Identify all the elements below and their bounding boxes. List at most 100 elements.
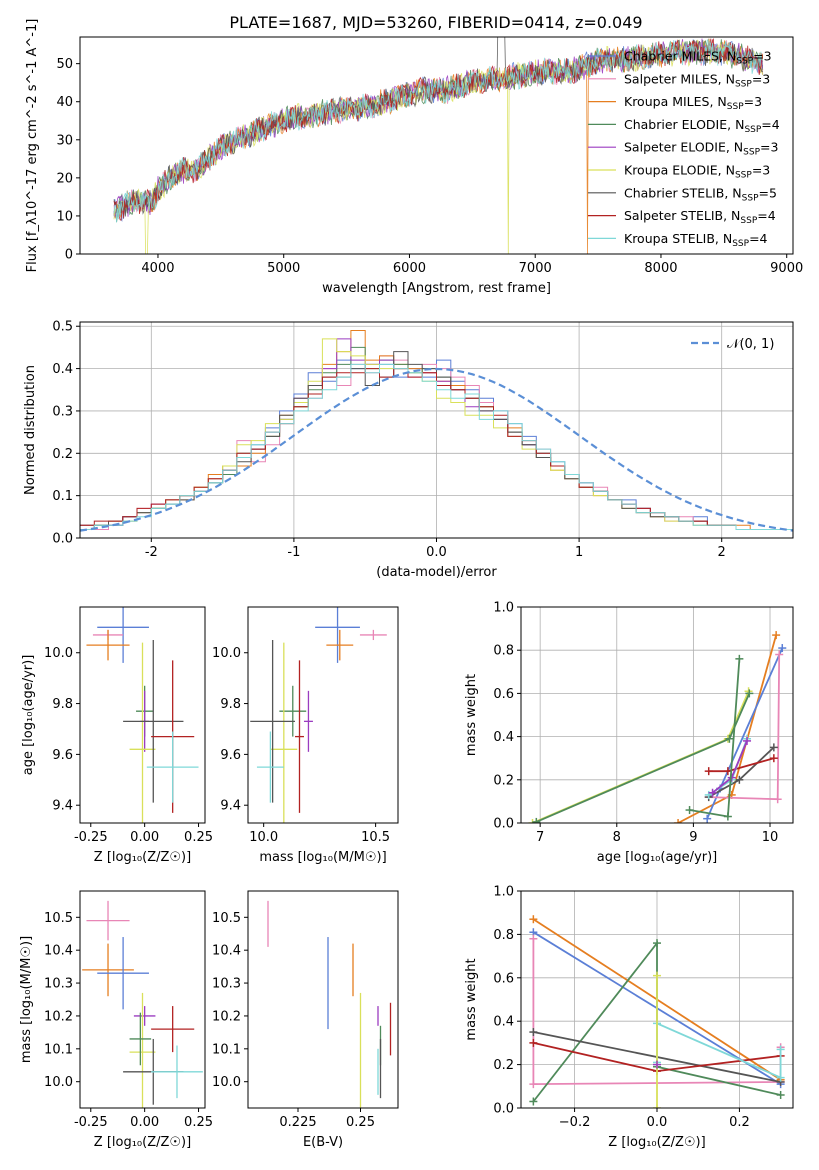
y-tick-label: 10 bbox=[56, 209, 73, 224]
axes-frame bbox=[247, 890, 399, 1109]
x-axis-label: mass [log₁₀(M/M☉)] bbox=[259, 850, 386, 865]
plot-area-age_vs_Z bbox=[86, 607, 199, 823]
y-tick-label: 10.4 bbox=[44, 944, 73, 959]
x-tick-label: 0.00 bbox=[130, 830, 159, 845]
y-axis-label: mass [log₁₀(M/M☉)] bbox=[19, 936, 34, 1063]
y-tick-label: 9.4 bbox=[52, 799, 73, 814]
y-tick-label: 10.1 bbox=[212, 1042, 241, 1057]
legend-label: Chabrier STELIB, NSSP=5 bbox=[624, 185, 777, 203]
x-tick-label: 1 bbox=[575, 545, 583, 560]
x-tick-label: 0.0 bbox=[426, 545, 447, 560]
x-tick-label: 0.25 bbox=[184, 830, 213, 845]
y-tick-label: 50 bbox=[56, 57, 73, 72]
y-axis-label: Normed distribution bbox=[23, 365, 38, 495]
panel-residuals: -2 -1 0.0 1 2 0.0 0.1 0.2 0.3 0.4 0.5 (data-model)/… bbox=[23, 320, 794, 580]
x-tick-label: 4000 bbox=[141, 261, 174, 276]
y-axis-label: mass weight bbox=[464, 958, 479, 1040]
plot-area-mass_vs_Z bbox=[82, 900, 203, 1108]
x-axis-label: (data-model)/error bbox=[376, 565, 497, 580]
y-tick-label: 0.2 bbox=[493, 1058, 514, 1073]
legend-label: Kroupa MILES, NSSP=3 bbox=[624, 94, 762, 112]
y-tick-label: 10.2 bbox=[44, 1009, 73, 1024]
x-axis-label: wavelength [Angstrom, rest frame] bbox=[322, 281, 551, 296]
y-tick-label: 0.3 bbox=[52, 404, 73, 419]
x-tick-label: −0.2 bbox=[559, 1115, 591, 1130]
plots-layer: 4000 5000 6000 7000 8000 9000 0 10 20 30 40 50 wavel… bbox=[19, 19, 803, 1150]
axes-frame bbox=[79, 890, 206, 1109]
x-tick-label: -0.25 bbox=[74, 830, 108, 845]
y-tick-label: 10.2 bbox=[212, 1009, 241, 1024]
y-tick-label: 0 bbox=[65, 248, 73, 263]
y-tick-label: 9.8 bbox=[52, 697, 73, 712]
plot-area-residuals bbox=[80, 330, 793, 532]
plot-area-mass_vs_EBV bbox=[267, 900, 392, 1108]
histogram-series bbox=[80, 363, 793, 530]
x-tick-label: -2 bbox=[145, 545, 158, 560]
y-tick-label: 0.6 bbox=[493, 971, 514, 986]
x-axis-label: age [log₁₀(age/yr)] bbox=[597, 850, 718, 865]
legend-label: Salpeter STELIB, NSSP=4 bbox=[624, 208, 776, 226]
y-tick-label: 0.4 bbox=[52, 362, 73, 377]
x-tick-label: 0.25 bbox=[184, 1115, 213, 1130]
legend-label: Chabrier MILES, NSSP=3 bbox=[624, 49, 772, 67]
x-axis-label: Z [log₁₀(Z/Z☉)] bbox=[608, 1135, 705, 1150]
y-tick-label: 0.4 bbox=[493, 730, 514, 745]
y-tick-label: 10.0 bbox=[212, 1075, 241, 1090]
y-tick-label: 10.3 bbox=[44, 977, 73, 992]
y-tick-label: 0.2 bbox=[493, 773, 514, 788]
legend-label: 𝒩(0, 1) bbox=[727, 337, 774, 352]
axes-frame bbox=[79, 606, 206, 824]
y-tick-label: 40 bbox=[56, 95, 73, 110]
x-tick-label: 10 bbox=[762, 830, 779, 845]
y-axis-label: Flux [f_λ10^-17 erg cm^-2 s^-1 A^-1] bbox=[25, 19, 40, 273]
spectrum-line bbox=[113, 38, 763, 223]
mass-weight-line bbox=[708, 654, 781, 801]
x-axis-label: Z [log₁₀(Z/Z☉)] bbox=[94, 850, 191, 865]
y-tick-label: 0.6 bbox=[493, 687, 514, 702]
x-tick-label: 6000 bbox=[393, 261, 426, 276]
y-tick-label: 0.8 bbox=[493, 928, 514, 943]
y-tick-label: 0.4 bbox=[493, 1015, 514, 1030]
y-tick-label: 9.4 bbox=[220, 799, 241, 814]
y-axis-label: age [log₁₀(age/yr)] bbox=[21, 655, 36, 776]
y-tick-label: 0.0 bbox=[493, 817, 514, 832]
y-tick-label: 0.0 bbox=[52, 532, 73, 547]
y-tick-label: 0.8 bbox=[493, 644, 514, 659]
x-tick-label: 0.0 bbox=[647, 1115, 668, 1130]
y-tick-label: 9.8 bbox=[220, 697, 241, 712]
normal-curve bbox=[80, 367, 793, 532]
x-tick-label: 5000 bbox=[267, 261, 300, 276]
legend-label: Kroupa ELODIE, NSSP=3 bbox=[624, 163, 770, 181]
y-tick-label: 10.5 bbox=[44, 911, 73, 926]
plot-area-spectrum bbox=[113, 37, 764, 254]
plot-area-mass_weight_vs_age bbox=[528, 631, 787, 823]
y-tick-label: 10.3 bbox=[212, 977, 241, 992]
x-tick-label: 9 bbox=[689, 830, 697, 845]
x-tick-label: 0.00 bbox=[130, 1115, 159, 1130]
axes-frame bbox=[247, 606, 399, 824]
y-tick-label: 0.5 bbox=[52, 320, 73, 335]
y-tick-label: 10.0 bbox=[44, 1075, 73, 1090]
x-tick-label: 0.2 bbox=[729, 1115, 750, 1130]
x-tick-label: -0.25 bbox=[74, 1115, 108, 1130]
y-tick-label: 10.0 bbox=[212, 646, 241, 661]
y-tick-label: 10.0 bbox=[44, 646, 73, 661]
x-axis-label: Z [log₁₀(Z/Z☉)] bbox=[94, 1135, 191, 1150]
plot-area-age_vs_mass bbox=[250, 607, 387, 823]
x-tick-label: 9000 bbox=[770, 261, 803, 276]
x-tick-label: -1 bbox=[287, 545, 300, 560]
x-tick-label: 7000 bbox=[519, 261, 552, 276]
y-axis-label: mass weight bbox=[464, 674, 479, 756]
x-axis-label: E(B-V) bbox=[303, 1135, 343, 1150]
panel-mass_vs_Z: -0.25 0.00 0.25 10.0 10.1 10.2 10.3 10.4 10.5 Z [… bbox=[19, 890, 213, 1150]
y-tick-label: 0.1 bbox=[52, 489, 73, 504]
y-tick-label: 9.6 bbox=[52, 748, 73, 763]
x-tick-label: 10.5 bbox=[361, 830, 390, 845]
legend-label: Salpeter MILES, NSSP=3 bbox=[624, 71, 770, 89]
x-tick-label: 8000 bbox=[644, 261, 677, 276]
y-tick-label: 10.4 bbox=[212, 944, 241, 959]
y-tick-label: 9.6 bbox=[220, 748, 241, 763]
x-tick-label: 7 bbox=[536, 830, 544, 845]
legend-label: Chabrier ELODIE, NSSP=4 bbox=[624, 117, 780, 135]
